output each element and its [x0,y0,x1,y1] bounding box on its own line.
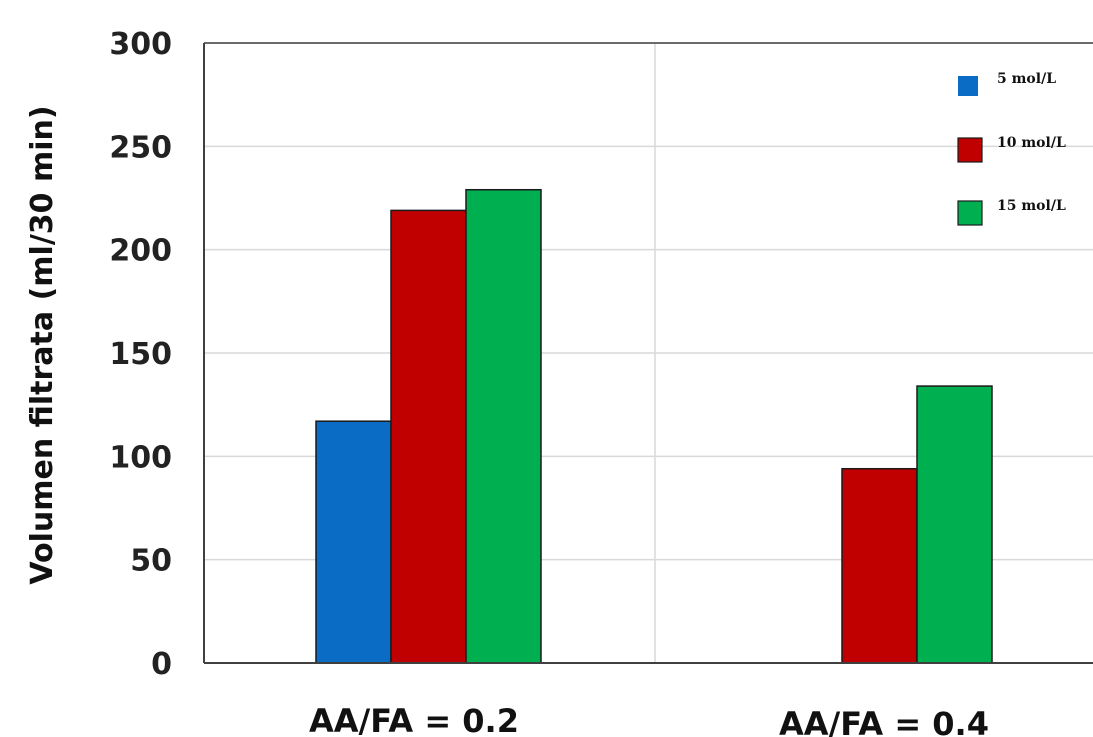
y-tick-labels: 0 50 100 150 200 250 300 [109,27,172,682]
x-category-label: AA/FA = 0.2 [309,702,519,737]
legend-label: 5 mol/L [997,71,1056,87]
legend-swatch [957,137,983,163]
legend-swatch [958,76,978,96]
legend-swatch [957,200,983,226]
y-tick-label: 300 [109,27,172,62]
x-category-label: AA/FA = 0.4 [779,705,989,737]
y-tick-label: 100 [109,440,172,475]
bar-10-mol-l-2 [841,467,918,664]
bars [315,188,993,664]
y-tick-label: 150 [109,337,172,372]
x-category-labels: AA/FA = 0.2 AA/FA = 0.4 [309,702,989,737]
axes [203,42,1093,664]
bar-10-mol-l-1 [390,209,467,664]
bar-5-mol-l-1 [315,420,392,664]
legend: 5 mol/L 10 mol/L 15 mol/L [957,71,1066,226]
y-tick-label: 200 [109,234,172,269]
y-axis-label: Volumen filtrata (ml/30 min) [25,105,60,584]
y-tick-label: 50 [130,544,172,579]
y-tick-label: 0 [151,647,172,682]
bar-15-mol-l-2 [916,385,993,664]
y-tick-label: 250 [109,130,172,165]
bar-15-mol-l-1 [465,188,542,664]
legend-label: 15 mol/L [997,198,1066,214]
legend-label: 10 mol/L [997,135,1066,151]
